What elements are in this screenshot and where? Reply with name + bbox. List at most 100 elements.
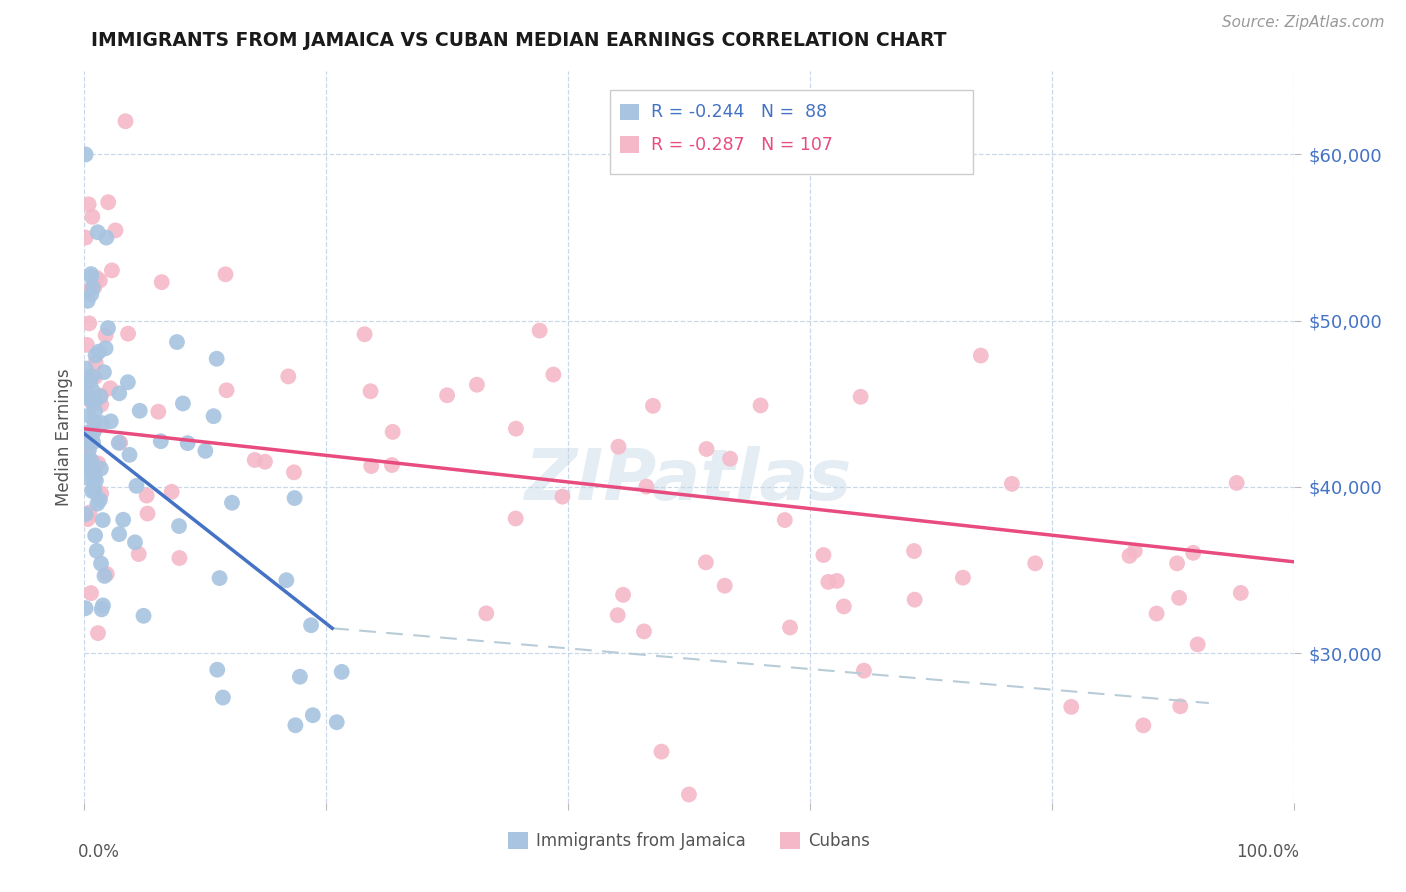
Point [505, 511, 527, 525]
Point [83, 481, 105, 495]
Point [1123, 544, 1146, 558]
Point [83, 457, 105, 471]
Point [80, 368, 103, 383]
Point [100, 414, 122, 428]
Point [83, 471, 105, 485]
Point [80, 269, 103, 284]
Point [108, 527, 131, 541]
Point [167, 519, 190, 533]
Point [82, 394, 104, 409]
Point [75, 444, 97, 458]
Point [80, 267, 103, 281]
Point [114, 114, 136, 128]
Point [1146, 607, 1168, 621]
Point [221, 496, 243, 510]
Point [101, 263, 124, 277]
Point [86, 544, 108, 558]
Point [77, 443, 100, 458]
Point [713, 579, 735, 593]
Point [695, 555, 717, 569]
Point [90, 398, 112, 412]
Point [381, 458, 404, 472]
Point [82, 396, 104, 410]
Point [475, 607, 498, 621]
Point [79, 453, 101, 467]
Point [97, 195, 120, 210]
Point [93, 365, 115, 379]
Point [84, 349, 107, 363]
FancyBboxPatch shape [610, 90, 973, 174]
Point [75, 389, 97, 403]
Point [77, 317, 100, 331]
Point [75, 507, 97, 521]
Point [75, 285, 97, 299]
Point [1229, 586, 1251, 600]
Point [650, 745, 672, 759]
Point [169, 551, 191, 566]
Point [1187, 637, 1209, 651]
Point [326, 715, 349, 730]
Text: IMMIGRANTS FROM JAMAICA VS CUBAN MEDIAN EARNINGS CORRELATION CHART: IMMIGRANTS FROM JAMAICA VS CUBAN MEDIAN … [91, 31, 946, 50]
Point [1001, 476, 1024, 491]
Point [212, 690, 235, 705]
Point [970, 349, 993, 363]
Point [160, 484, 183, 499]
Point [299, 618, 322, 632]
Point [104, 223, 127, 237]
Point [80, 453, 103, 467]
Point [243, 453, 266, 467]
Point [176, 436, 198, 450]
Point [505, 422, 527, 436]
Point [283, 466, 305, 480]
Point [529, 324, 551, 338]
Point [773, 513, 796, 527]
Point [166, 334, 188, 349]
Point [465, 377, 488, 392]
Point [849, 390, 872, 404]
Point [80, 369, 103, 384]
Point [117, 375, 139, 389]
Point [1024, 557, 1046, 571]
Point [82, 464, 104, 478]
Point [107, 435, 129, 450]
Point [76, 431, 98, 445]
Point [77, 197, 100, 211]
Point [94, 328, 117, 343]
Point [90, 461, 112, 475]
Point [82, 280, 104, 294]
Point [301, 708, 323, 723]
Point [208, 571, 231, 585]
Point [90, 557, 112, 571]
Point [825, 574, 848, 588]
Point [1168, 591, 1191, 605]
Point [276, 573, 298, 587]
Point [82, 210, 104, 224]
Point [695, 442, 717, 456]
Text: R = -0.244   N =  88: R = -0.244 N = 88 [651, 103, 827, 120]
Point [89, 492, 111, 507]
Point [87, 457, 110, 471]
Point [76, 512, 98, 526]
Point [172, 396, 194, 410]
Text: R = -0.287   N = 107: R = -0.287 N = 107 [651, 136, 832, 153]
Point [124, 535, 146, 549]
Point [207, 663, 229, 677]
Point [90, 602, 112, 616]
Point [82, 426, 104, 441]
Point [87, 344, 110, 359]
Point [636, 479, 658, 493]
Point [75, 601, 97, 615]
Point [288, 670, 311, 684]
Point [83, 466, 105, 480]
Point [678, 788, 700, 802]
Point [84, 394, 107, 409]
Point [82, 383, 104, 397]
Point [84, 270, 107, 285]
Point [79, 506, 101, 520]
Point [76, 444, 98, 458]
Point [128, 404, 150, 418]
Point [215, 384, 238, 398]
Point [1118, 549, 1140, 563]
Point [90, 486, 112, 500]
Point [86, 497, 108, 511]
